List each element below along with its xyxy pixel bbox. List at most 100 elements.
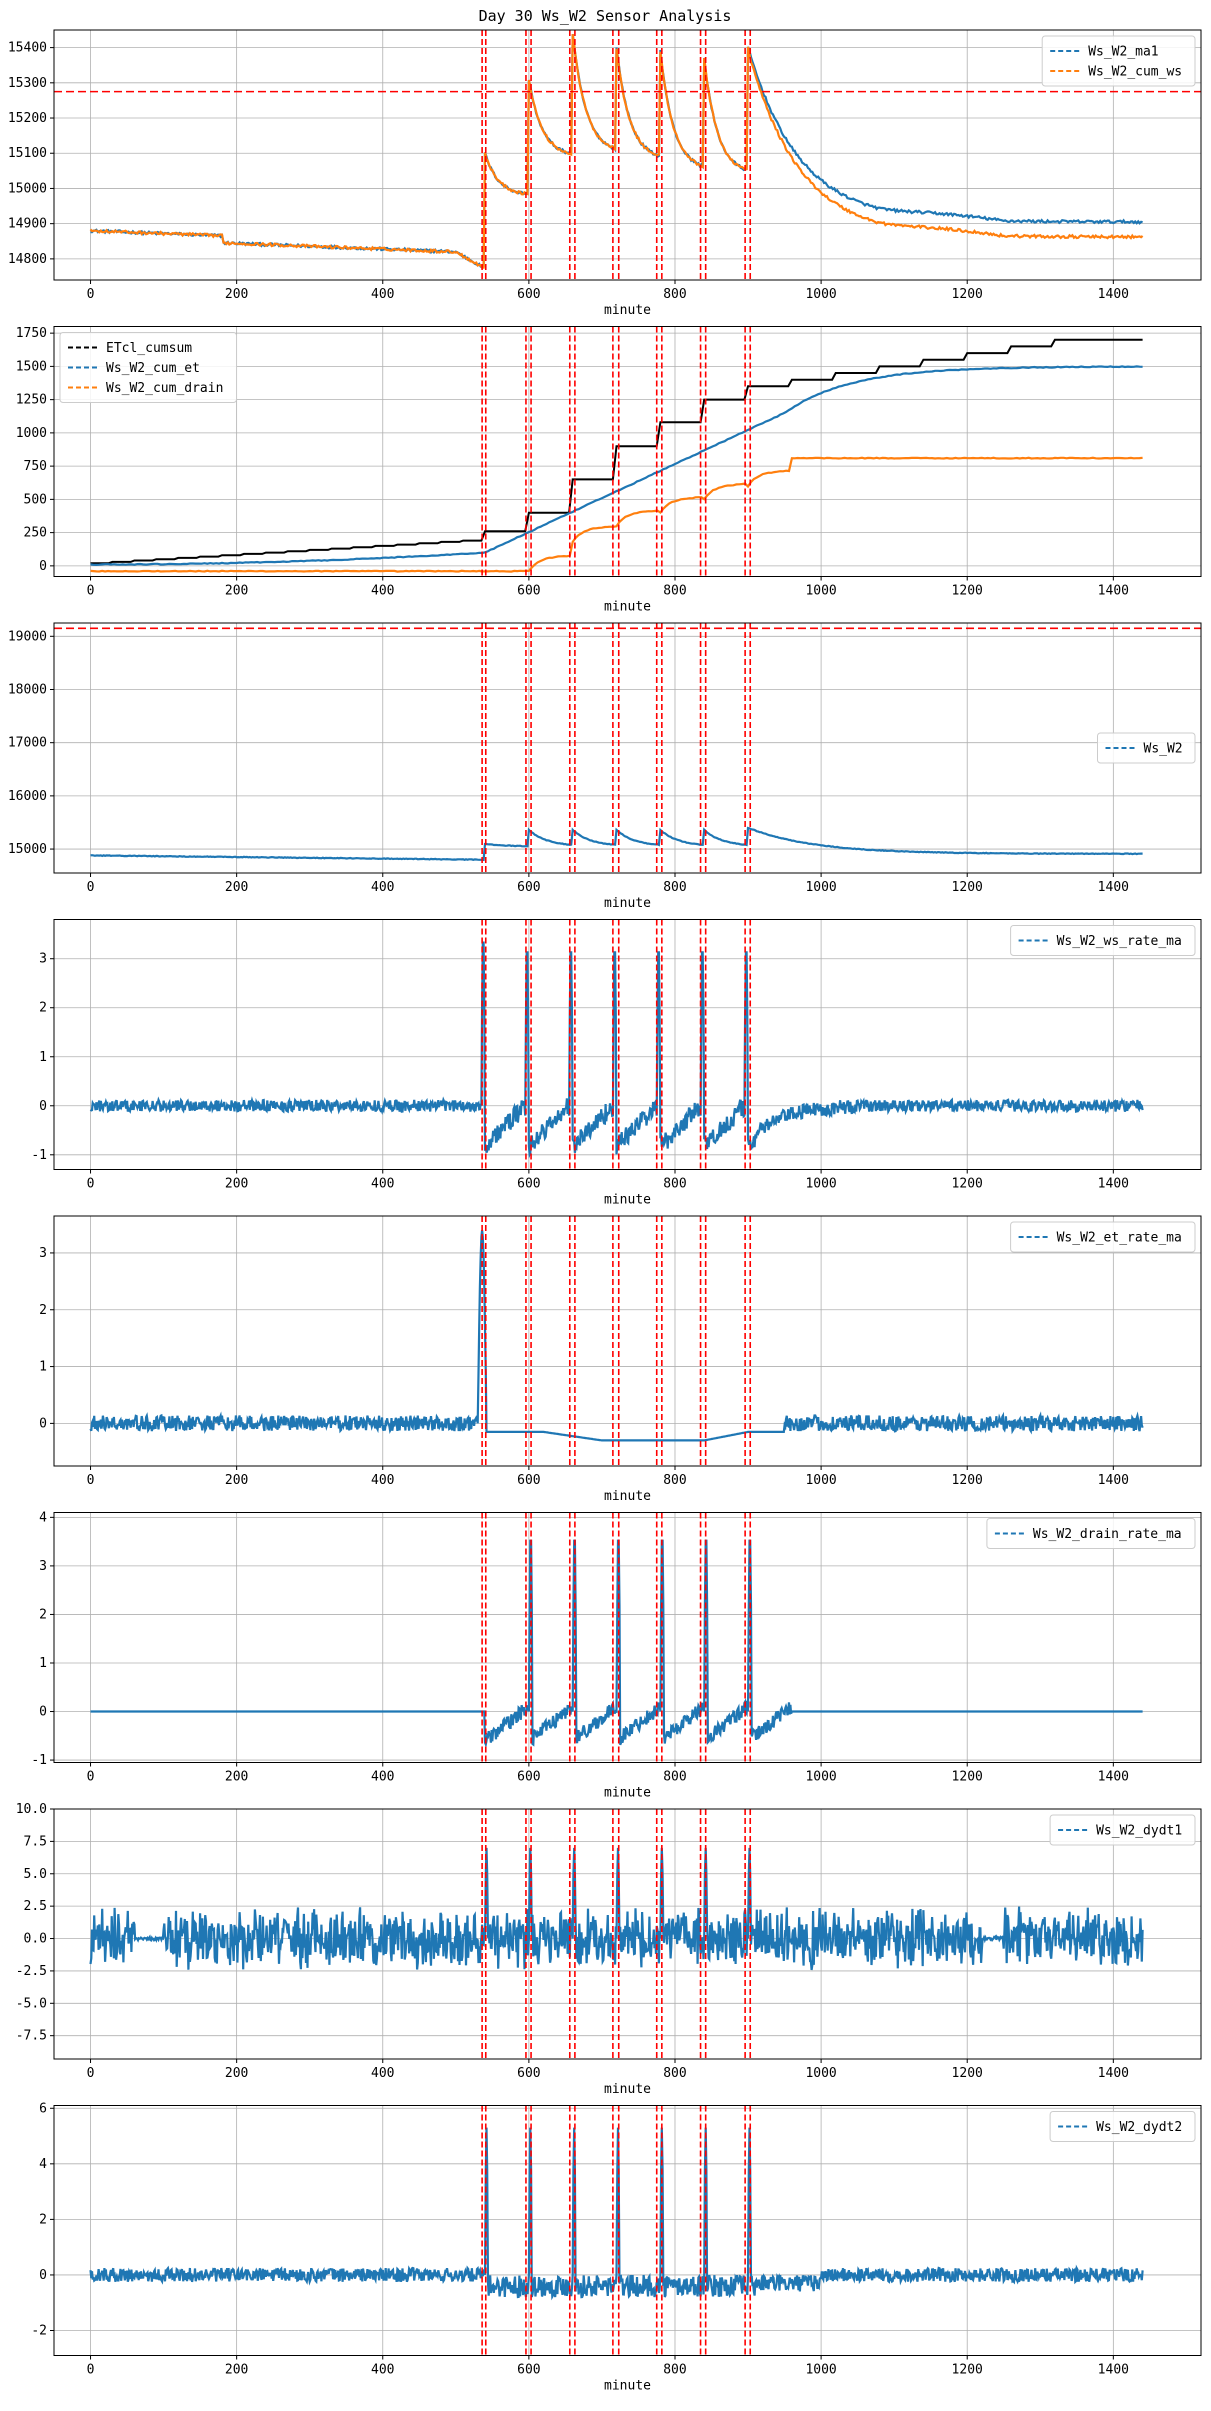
y-tick-label: 15400 xyxy=(8,41,47,56)
series-line-Ws_W2_drain_rate_ma xyxy=(90,1539,1143,1749)
x-tick-label: 400 xyxy=(371,2066,394,2081)
y-tick-label: 2 xyxy=(39,1607,47,1622)
panel-4: 0 200 400 600 800 1000 1200 1400 -1 0 1 2 3 minute Ws_… xyxy=(31,919,1202,1208)
series-line-Ws_W2_cum_et xyxy=(90,365,1143,567)
series-line-Ws_W2 xyxy=(90,826,1143,862)
axes-frame xyxy=(53,2105,1202,2356)
grid xyxy=(54,623,1201,873)
x-tick-label: 200 xyxy=(225,1770,248,1785)
plot-area xyxy=(54,623,1201,873)
plot-area xyxy=(89,1809,1144,2059)
legend-entry: Ws_W2_cum_drain xyxy=(106,381,223,396)
legend-box xyxy=(1049,1814,1196,1846)
x-tick-label: 1200 xyxy=(952,584,983,599)
x-axis-label: minute xyxy=(604,1489,651,1504)
x-tick-label: 600 xyxy=(517,287,540,302)
y-tick-label: 17000 xyxy=(8,736,47,751)
y-tick-label: -2 xyxy=(31,2324,47,2339)
legend-box xyxy=(59,332,237,403)
panel-7: 0 200 400 600 800 1000 1200 1400 -7.5 -5.0 -2.5 0.0… xyxy=(16,1802,1202,2097)
legend-box xyxy=(1041,35,1196,87)
x-tick-label: 800 xyxy=(663,287,686,302)
y-tick-label: 1000 xyxy=(16,426,47,441)
x-tick-label: 1200 xyxy=(952,2066,983,2081)
x-tick-label: 600 xyxy=(517,2363,540,2378)
legend-box xyxy=(1097,732,1196,764)
x-tick-label: 800 xyxy=(663,2363,686,2378)
x-tick-label: 200 xyxy=(225,2066,248,2081)
y-tick-label: 2.5 xyxy=(24,1899,47,1914)
x-tick-label: 1000 xyxy=(805,1770,836,1785)
x-tick-label: 200 xyxy=(225,584,248,599)
y-tick-label: 4 xyxy=(39,2157,47,2172)
series-line-Ws_W2_ws_rate_ma xyxy=(89,941,1144,1159)
y-tick-label: 3 xyxy=(39,1246,47,1261)
x-tick-label: 0 xyxy=(87,2363,95,2378)
legend-entry: Ws_W2_dydt2 xyxy=(1096,2120,1182,2135)
y-tick-label: -2.5 xyxy=(16,1964,47,1979)
legend-entry: ETcl_cumsum xyxy=(106,341,192,356)
y-tick-label: 5.0 xyxy=(24,1867,47,1882)
y-tick-label: 0 xyxy=(39,1705,47,1720)
x-tick-label: 1200 xyxy=(952,2363,983,2378)
x-axis-label: minute xyxy=(604,2379,651,2394)
x-tick-label: 1400 xyxy=(1098,584,1129,599)
x-tick-label: 400 xyxy=(371,1177,394,1192)
y-tick-label: 15000 xyxy=(8,842,47,857)
legend: Ws_W2_drain_rate_ma xyxy=(986,1518,1196,1549)
plot-area xyxy=(89,919,1144,1170)
y-tick-label: 7.5 xyxy=(24,1834,47,1849)
panel-3: 0 200 400 600 800 1000 1200 1400 15000 16000 17000… xyxy=(8,622,1202,911)
x-tick-label: 600 xyxy=(517,1177,540,1192)
x-tick-label: 400 xyxy=(371,1770,394,1785)
x-tick-label: 1200 xyxy=(952,1770,983,1785)
x-tick-label: 0 xyxy=(87,584,95,599)
panel-6: 0 200 400 600 800 1000 1200 1400 -1 0 1 2 3 4 minute Ws… xyxy=(31,1510,1202,1801)
axes-frame xyxy=(53,622,1202,874)
x-tick-label: 1400 xyxy=(1098,1177,1129,1192)
x-axis-label: minute xyxy=(604,896,651,911)
legend: Ws_W2_et_rate_ma xyxy=(1010,1221,1196,1253)
series-line-Ws_W2_dydt1 xyxy=(89,1847,1144,1971)
x-axis-label: minute xyxy=(604,1193,651,1208)
axes-frame xyxy=(53,919,1202,1170)
x-tick-label: 400 xyxy=(371,584,394,599)
x-tick-label: 1000 xyxy=(805,584,836,599)
y-tick-label: 0 xyxy=(39,1416,47,1431)
x-tick-label: 200 xyxy=(225,1177,248,1192)
panel-1: 0 200 400 600 800 1000 1200 1400 14800 14900 15000… xyxy=(8,29,1202,318)
y-tick-label: 18000 xyxy=(8,682,47,697)
x-tick-label: 400 xyxy=(371,880,394,895)
y-tick-label: 16000 xyxy=(8,789,47,804)
panel-8: 0 200 400 600 800 1000 1200 1400 -2 0 2 4 6 minute Ws_… xyxy=(31,2101,1202,2394)
x-tick-label: 200 xyxy=(225,1473,248,1488)
y-tick-label: 250 xyxy=(24,526,47,541)
x-tick-label: 800 xyxy=(663,2066,686,2081)
x-axis-label: minute xyxy=(604,600,651,615)
x-tick-label: 600 xyxy=(517,2066,540,2081)
legend: Ws_W2_dydt2 xyxy=(1049,2111,1196,2142)
x-tick-label: 1200 xyxy=(952,880,983,895)
y-tick-label: 1 xyxy=(39,1050,47,1065)
y-tick-label: -5.0 xyxy=(16,1996,47,2011)
x-tick-label: 200 xyxy=(225,880,248,895)
legend-box xyxy=(1010,925,1196,956)
grid xyxy=(54,2105,1201,2356)
legend: ETcl_cumsum Ws_W2_cum_et Ws_W2_cum_drain xyxy=(59,332,237,403)
x-tick-label: 600 xyxy=(517,584,540,599)
y-tick-label: 1 xyxy=(39,1360,47,1375)
legend-entry: Ws_W2_ma1 xyxy=(1088,45,1158,60)
x-tick-label: 1200 xyxy=(952,1177,983,1192)
y-tick-label: 1500 xyxy=(16,359,47,374)
x-axis-label: minute xyxy=(604,2082,651,2097)
series-line-Ws_W2_dydt2 xyxy=(89,2127,1144,2301)
y-tick-label: 500 xyxy=(24,492,47,507)
axes-frame xyxy=(53,326,1202,577)
legend-entry: Ws_W2_drain_rate_ma xyxy=(1033,1527,1182,1542)
y-tick-label: 3 xyxy=(39,1559,47,1574)
y-tick-label: 19000 xyxy=(8,629,47,644)
x-tick-label: 0 xyxy=(87,1770,95,1785)
axes-frame xyxy=(53,1215,1202,1467)
y-tick-label: -1 xyxy=(31,1753,47,1768)
